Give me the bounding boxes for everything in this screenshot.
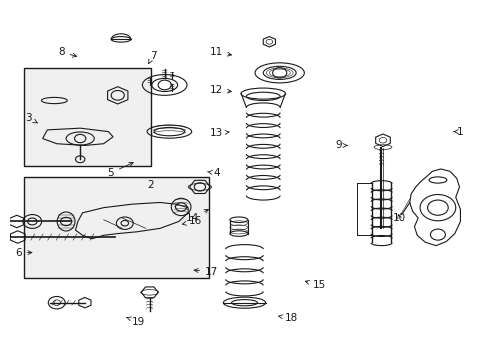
Text: 11: 11 [209,47,231,57]
Text: 2: 2 [147,180,154,190]
Text: 13: 13 [209,129,229,138]
Text: 12: 12 [209,85,231,95]
Text: 15: 15 [305,280,325,291]
Text: 1: 1 [453,127,463,136]
Text: 14: 14 [186,210,208,223]
Bar [24,176,209,279]
Text: 4: 4 [207,168,219,178]
Text: 3: 3 [25,113,37,123]
Text: 7: 7 [148,51,156,64]
Text: 18: 18 [278,313,298,323]
Text: 8: 8 [58,47,77,57]
Text: 6: 6 [15,248,32,257]
Bar [24,68,150,166]
Text: 9: 9 [334,140,346,150]
Text: 16: 16 [182,216,202,226]
Text: 17: 17 [194,267,218,276]
Text: 10: 10 [392,213,405,223]
Text: 5: 5 [107,162,133,178]
Text: 19: 19 [126,317,145,327]
